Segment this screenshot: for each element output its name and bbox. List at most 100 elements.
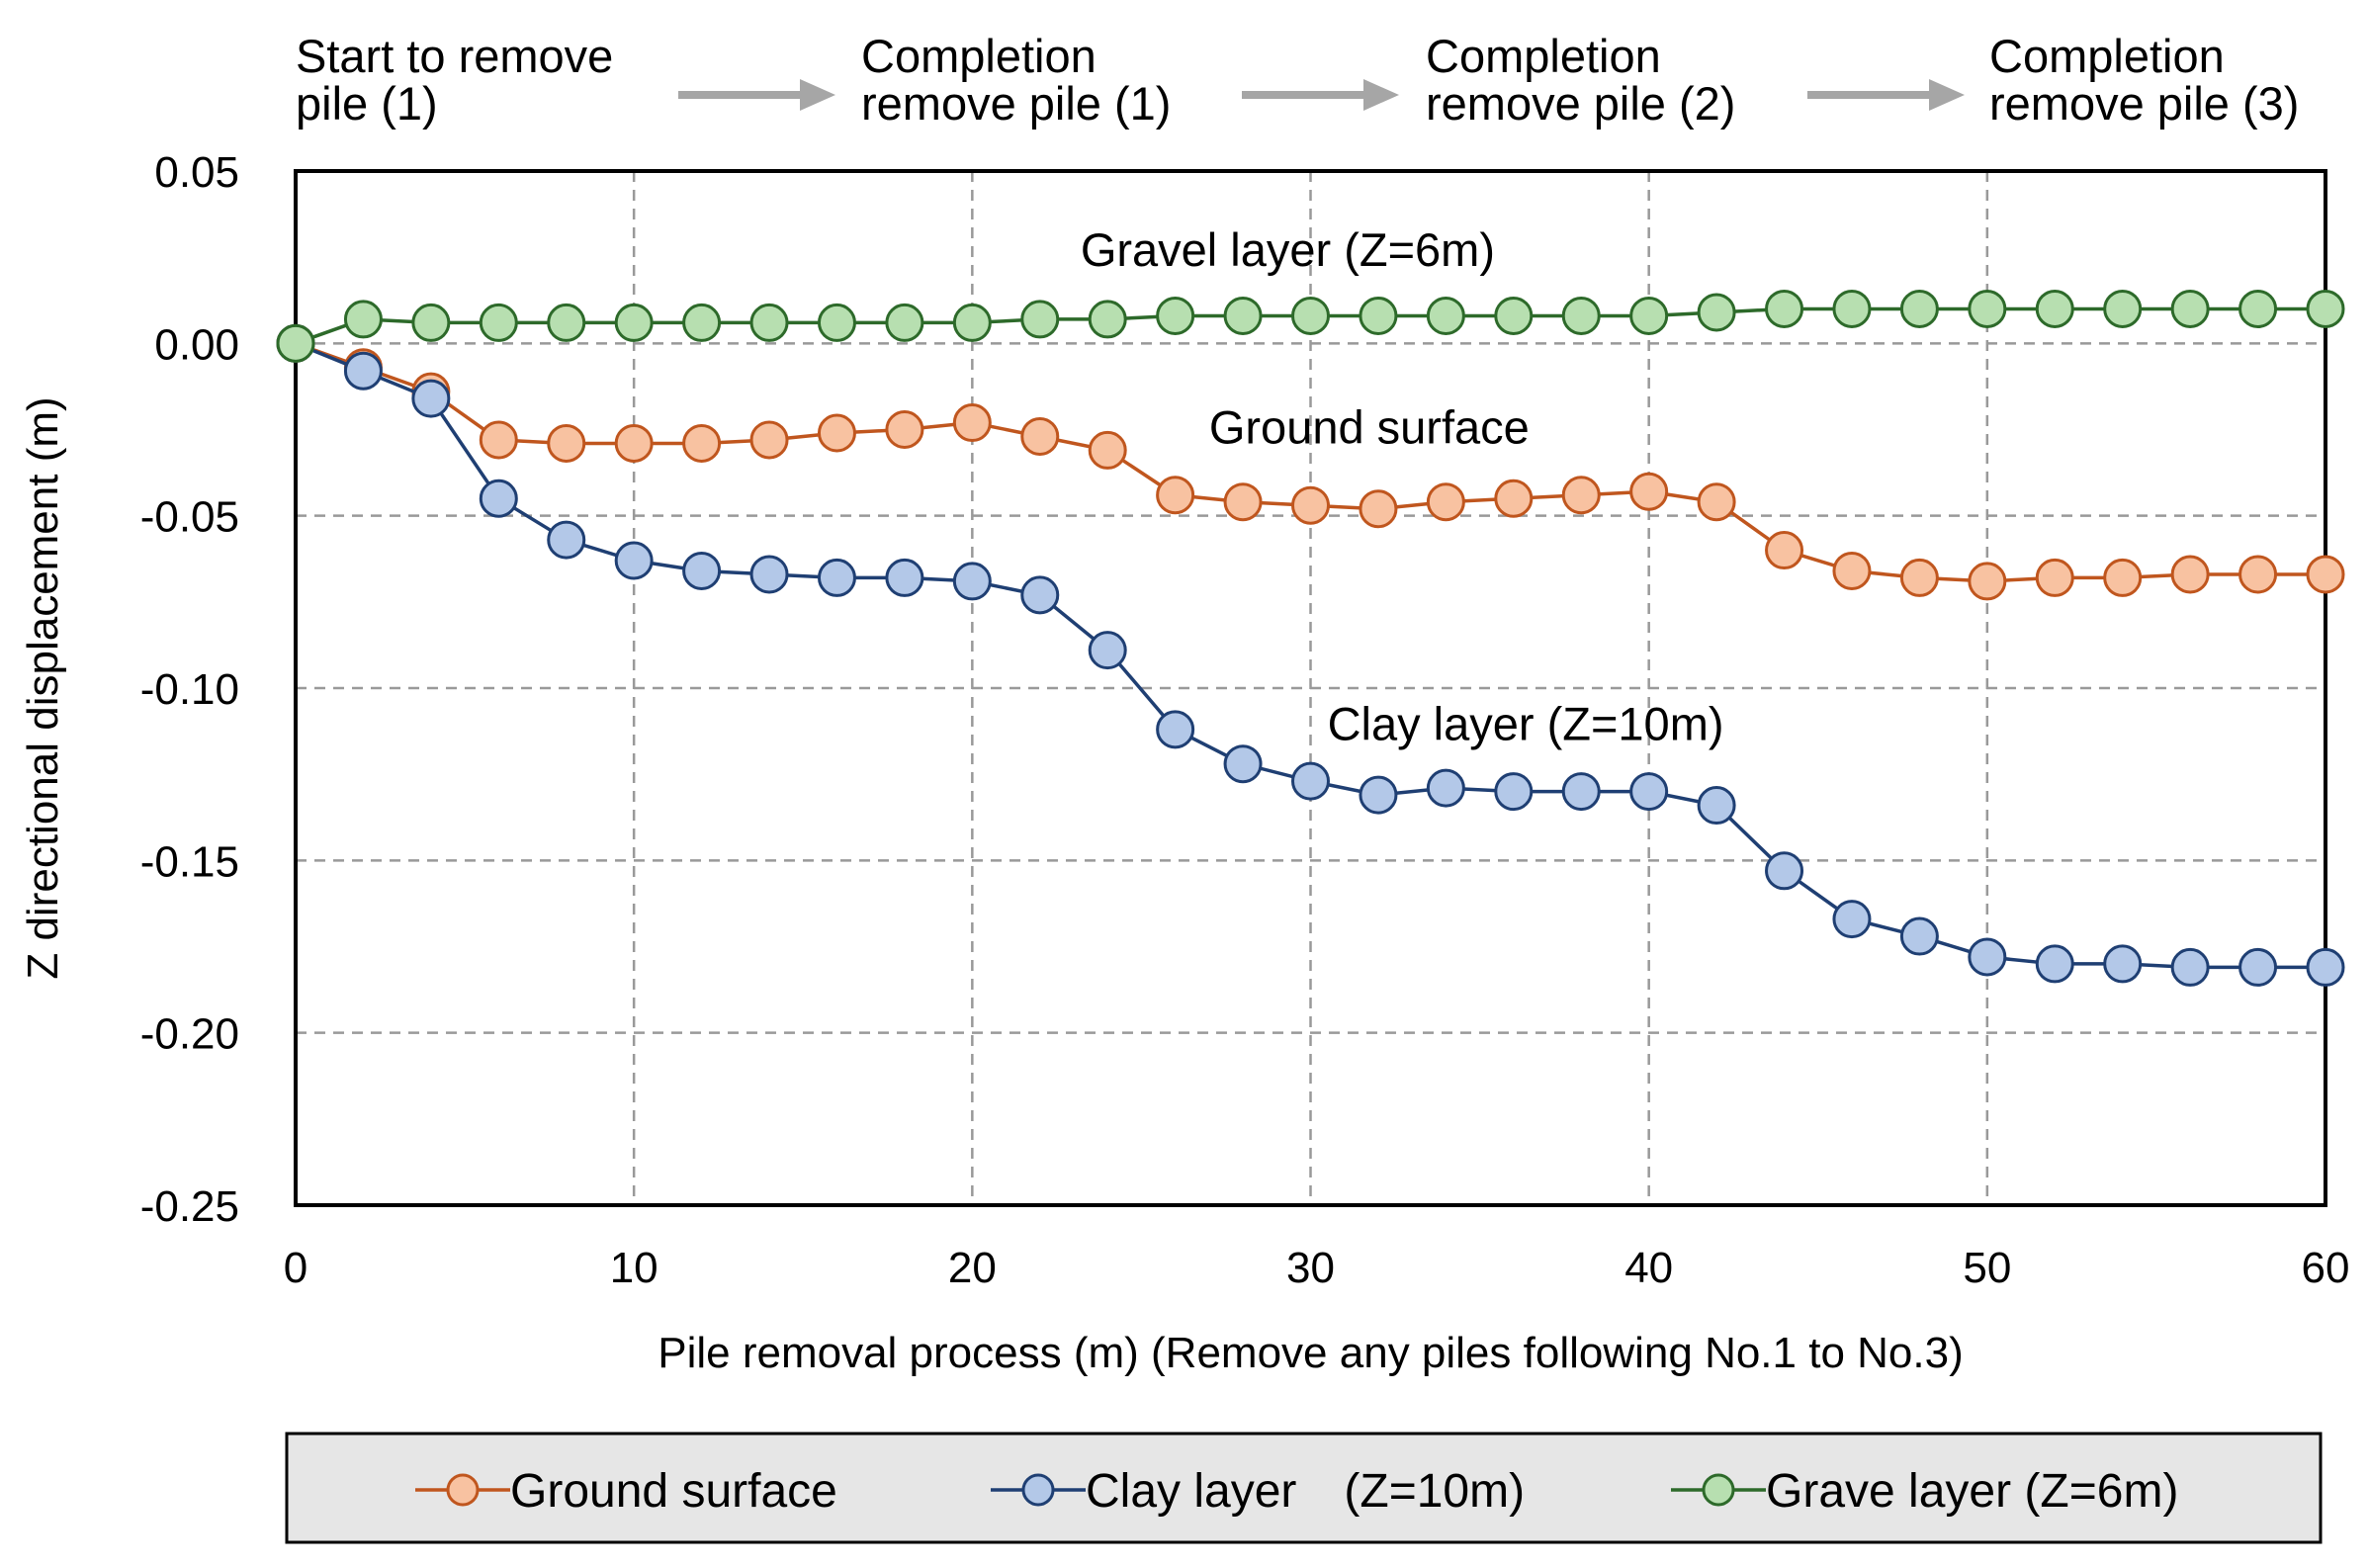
stage-arrow-head [800,79,835,111]
y-tick-label: -0.10 [140,665,239,714]
x-tick-label: 60 [2302,1244,2350,1292]
data-point-clay [2103,944,2143,984]
data-point-ground [1291,485,1330,525]
y-tick-label: -0.25 [140,1182,239,1231]
data-point-clay [682,551,722,590]
legend-marker [446,1473,480,1507]
legend-label: Clay layer (Z=10m) [1086,1465,1525,1518]
data-point-clay [479,479,518,518]
data-point-gravel [343,300,383,339]
data-point-ground [2238,555,2278,594]
y-axis-title: Z directional displacement (m) [19,396,67,979]
legend-entry-clay: Clay layer (Z=10m) [991,1465,1525,1518]
data-point-gravel [749,303,789,342]
data-point-gravel [411,303,451,342]
legend-label: Ground surface [510,1465,837,1518]
data-point-gravel [1899,289,1939,328]
data-point-gravel [1426,296,1465,335]
data-point-clay [1697,786,1736,826]
data-point-ground [1426,482,1465,522]
stage-label: Completion remove pile (1) [861,30,1171,130]
data-point-gravel [1291,296,1330,335]
data-point-ground [682,423,722,463]
x-tick-label: 10 [610,1244,658,1292]
data-point-clay [1899,916,1939,956]
legend: Ground surface Clay layer (Z=10m) Grave la… [285,1432,2323,1544]
data-point-clay [1494,772,1534,812]
data-point-gravel [614,303,654,342]
x-tick-label: 40 [1624,1244,1673,1292]
data-point-gravel [1088,300,1127,339]
annotation-clay: Clay layer (Z=10m) [1328,697,1724,749]
series-layer [276,289,2345,987]
data-point-ground [2170,555,2210,594]
data-point-clay [1223,744,1263,784]
stage-label: Completion remove pile (2) [1426,30,1735,130]
stage-header: Start to remove pile (1) Completion remove … [296,30,2299,130]
data-point-clay [614,541,654,580]
plot-area [294,169,2327,1207]
x-tick-label: 20 [948,1244,997,1292]
data-point-gravel [1156,296,1195,335]
data-point-ground [1359,489,1398,529]
data-point-ground [1629,472,1669,511]
data-point-ground [1494,479,1534,518]
legend-marker [1702,1473,1735,1507]
data-point-clay [1561,772,1601,812]
legend-marker [1021,1473,1055,1507]
data-point-gravel [1494,296,1534,335]
data-point-clay [1020,575,1060,615]
x-tick-label: 50 [1963,1244,2011,1292]
data-point-gravel [2238,289,2278,328]
legend-entry-ground: Ground surface [415,1465,837,1518]
annotation-ground: Ground surface [1209,400,1530,453]
data-point-clay [2035,944,2074,984]
data-point-clay [343,351,383,391]
data-point-ground [1223,482,1263,522]
data-point-gravel [1020,300,1060,339]
data-point-clay [1156,710,1195,749]
x-axis-title: Pile removal process (m) (Remove any pil… [658,1329,1964,1377]
data-point-ground [1088,430,1127,470]
y-tick-label: 0.05 [154,148,239,197]
legend-box [285,1432,2323,1544]
data-point-gravel [1561,296,1601,335]
data-point-clay [411,379,451,418]
data-point-gravel [885,303,924,342]
y-tick-label: 0.00 [154,320,239,369]
data-point-clay [1359,775,1398,815]
data-point-ground [885,410,924,449]
data-point-ground [1561,476,1601,515]
stage-label: Start to remove pile (1) [296,30,613,130]
stage-label: Completion remove pile (3) [1989,30,2299,130]
data-point-clay [2238,947,2278,987]
y-tick-label: -0.15 [140,837,239,886]
data-point-clay [952,562,992,601]
data-point-clay [547,520,586,560]
stage-arrow-head [1363,79,1399,111]
data-point-clay [749,555,789,594]
data-point-clay [1426,768,1465,808]
data-point-clay [885,558,924,597]
data-point-clay [1832,900,1872,939]
annotation-gravel: Gravel layer (Z=6m) [1081,223,1495,276]
data-point-ground [1020,416,1060,456]
data-point-ground [952,403,992,443]
data-point-gravel [2306,289,2345,328]
data-point-gravel [547,303,586,342]
data-point-ground [1899,558,1939,597]
data-point-gravel [1968,289,2007,328]
data-point-ground [817,413,856,453]
data-point-gravel [2103,289,2143,328]
data-point-gravel [1697,293,1736,332]
data-point-ground [2035,558,2074,597]
data-point-clay [1291,761,1330,801]
annotations: Ground surface Clay layer (Z=10m) Gravel l… [1081,223,1724,749]
data-point-ground [1697,482,1736,522]
data-point-ground [479,420,518,460]
axis-ticks: 0.05 0.00 -0.05 -0.10 -0.15 -0.20 -0.25 0 10 20 30… [140,148,2350,1292]
data-point-ground [614,423,654,463]
data-point-clay [2170,947,2210,987]
series-gravel [276,289,2345,363]
data-point-gravel [479,303,518,342]
